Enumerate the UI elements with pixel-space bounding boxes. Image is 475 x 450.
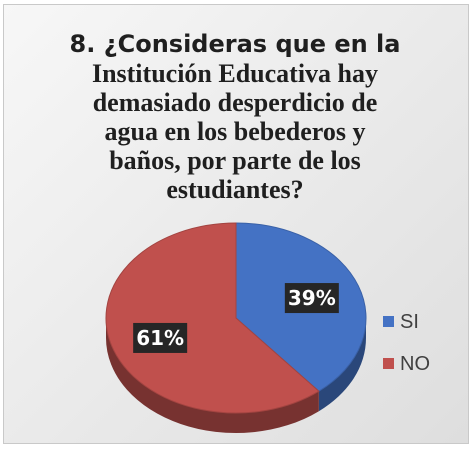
chart-title-line: demasiado desperdicio de [92, 88, 378, 117]
data-label-no: 61% [136, 326, 184, 350]
chart-title-line: agua en los bebederos y [104, 117, 366, 146]
legend-swatch-no [383, 358, 394, 369]
data-label-box [133, 322, 188, 353]
legend-swatch-si [383, 316, 394, 327]
legend: SI NO [383, 311, 430, 375]
pie-slice-side-no [106, 318, 319, 433]
data-label-layer: 39% 61% [133, 283, 339, 353]
legend-label-no: NO [400, 353, 430, 375]
chart-title: 8. ¿Consideras que en la Institución Edu… [0, 30, 470, 204]
legend-label-si: SI [400, 311, 419, 333]
chart-title-line: 8. ¿Consideras que en la [69, 30, 401, 58]
data-label-box [284, 283, 339, 314]
chart-title-line: baños, por parte de los [109, 146, 361, 175]
pie-slice-side-si [318, 318, 366, 412]
pie-slice-no [105, 222, 320, 414]
chart-title-line: Institución Educativa hay [91, 59, 379, 88]
data-label-si: 39% [288, 286, 336, 310]
chart-title-line: estudiantes? [166, 175, 304, 204]
